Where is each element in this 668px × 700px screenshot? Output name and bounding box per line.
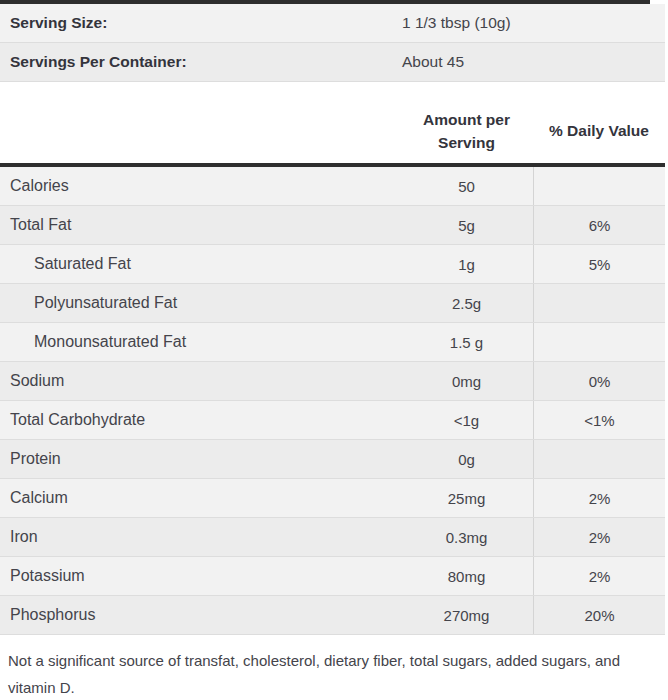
serving-info-table: Serving Size: 1 1/3 tbsp (10g) Servings … [0,4,665,82]
nutrient-label: Phosphorus [0,606,400,624]
serving-size-row: Serving Size: 1 1/3 tbsp (10g) [0,4,665,43]
amount-cell: 2.5g [400,284,533,322]
footnote: Not a significant source of transfat, ch… [0,647,655,700]
nutrient-label: Protein [0,450,400,468]
serving-size-value: 1 1/3 tbsp (10g) [402,14,665,32]
daily-value-cell [533,440,665,478]
amount-per-serving-header-text: Amount per Serving [421,108,513,154]
amount-cell: 50 [400,167,533,205]
row-monounsaturated-fat: Monounsaturated Fat 1.5 g [0,323,665,362]
row-phosphorus: Phosphorus 270mg 20% [0,596,665,635]
amount-cell: 0mg [400,362,533,400]
row-protein: Protein 0g [0,440,665,479]
row-sodium: Sodium 0mg 0% [0,362,665,401]
nutrition-table: Calories 50 Total Fat 5g 6% Saturated Fa… [0,163,665,635]
daily-value-cell: <1% [533,401,665,439]
nutrient-label: Monounsaturated Fat [0,333,400,351]
daily-value-cell [533,284,665,322]
row-calcium: Calcium 25mg 2% [0,479,665,518]
amount-cell: 1.5 g [400,323,533,361]
percent-daily-value-header: % Daily Value [533,122,665,140]
amount-cell: 0g [400,440,533,478]
nutrient-label: Total Fat [0,216,400,234]
daily-value-cell: 6% [533,206,665,244]
amount-cell: 270mg [400,596,533,634]
serving-size-label: Serving Size: [0,14,402,32]
daily-value-cell: 5% [533,245,665,283]
servings-per-container-label: Servings Per Container: [0,53,402,71]
nutrition-facts-page: Serving Size: 1 1/3 tbsp (10g) Servings … [0,0,668,700]
daily-value-cell: 2% [533,557,665,595]
nutrient-label: Sodium [0,372,400,390]
amount-cell: 1g [400,245,533,283]
row-iron: Iron 0.3mg 2% [0,518,665,557]
daily-value-cell: 2% [533,518,665,556]
amount-cell: <1g [400,401,533,439]
daily-value-cell: 20% [533,596,665,634]
row-polyunsaturated-fat: Polyunsaturated Fat 2.5g [0,284,665,323]
amount-cell: 5g [400,206,533,244]
row-calories: Calories 50 [0,167,665,206]
nutrient-label: Polyunsaturated Fat [0,294,400,312]
amount-cell: 80mg [400,557,533,595]
nutrient-label: Calories [0,177,400,195]
row-total-carbohydrate: Total Carbohydrate <1g <1% [0,401,665,440]
daily-value-cell [533,323,665,361]
daily-value-cell: 0% [533,362,665,400]
daily-value-cell [533,167,665,205]
servings-per-container-row: Servings Per Container: About 45 [0,43,665,82]
row-total-fat: Total Fat 5g 6% [0,206,665,245]
nutrient-label: Saturated Fat [0,255,400,273]
row-potassium: Potassium 80mg 2% [0,557,665,596]
row-saturated-fat: Saturated Fat 1g 5% [0,245,665,284]
nutrient-label: Calcium [0,489,400,507]
column-header-row: Amount per Serving % Daily Value [0,82,665,163]
daily-value-cell: 2% [533,479,665,517]
servings-per-container-value: About 45 [402,53,665,71]
nutrient-label: Potassium [0,567,400,585]
amount-per-serving-header: Amount per Serving [400,108,533,154]
nutrient-label: Total Carbohydrate [0,411,400,429]
amount-cell: 0.3mg [400,518,533,556]
nutrient-label: Iron [0,528,400,546]
amount-cell: 25mg [400,479,533,517]
